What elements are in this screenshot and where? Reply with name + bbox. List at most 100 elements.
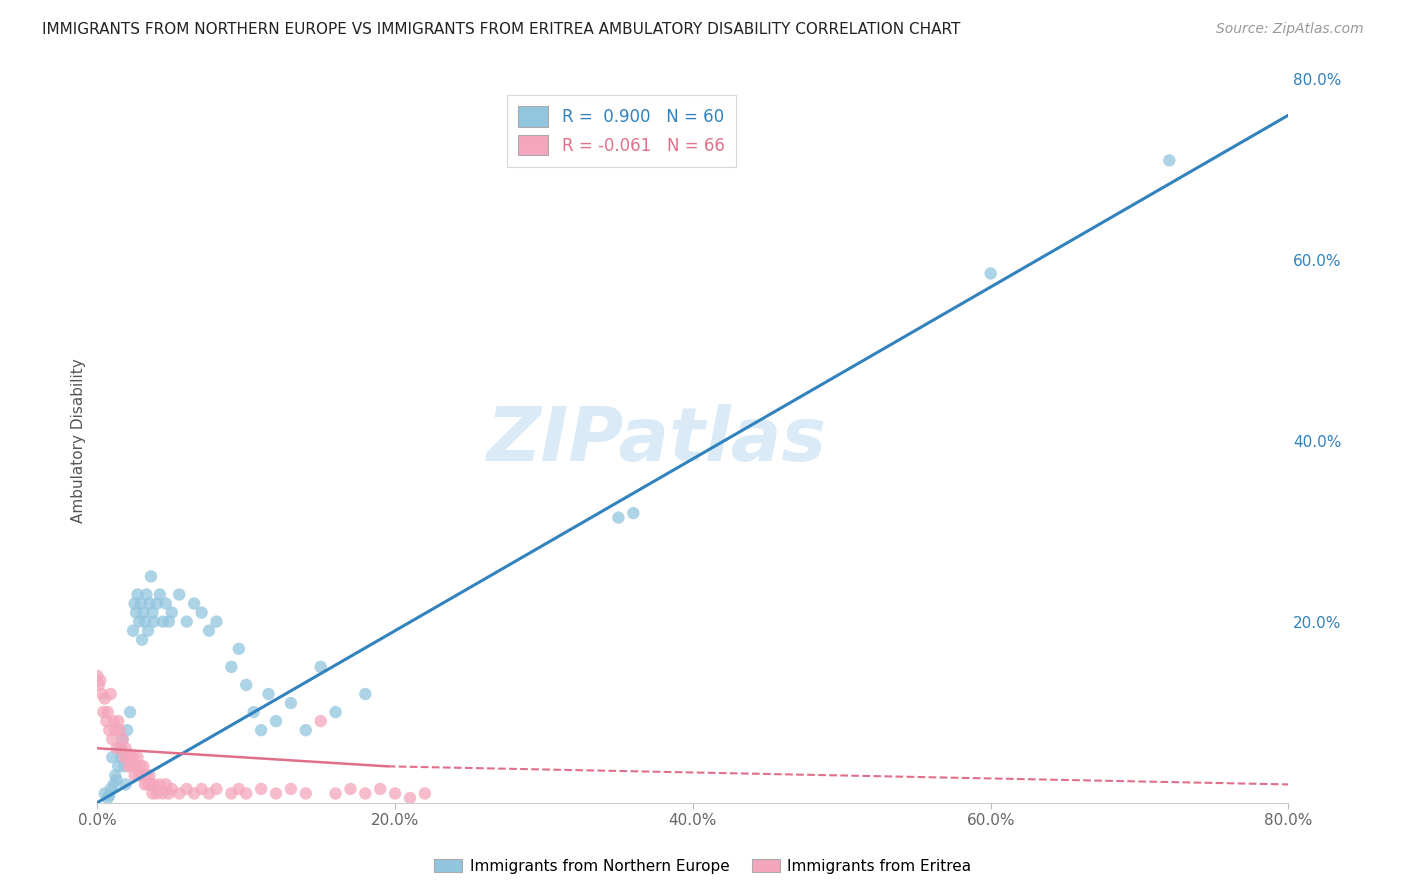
- Point: [155, 597, 177, 611]
- Point: [146, 597, 169, 611]
- Point: [108, 723, 131, 738]
- Point: [228, 781, 250, 796]
- Point: [138, 597, 160, 611]
- Point: [112, 750, 135, 764]
- Point: [120, 750, 142, 764]
- Point: [111, 732, 134, 747]
- Point: [980, 267, 1002, 281]
- Point: [205, 615, 228, 629]
- Point: [136, 777, 159, 791]
- Point: [110, 741, 132, 756]
- Point: [339, 781, 361, 796]
- Point: [257, 687, 280, 701]
- Legend: R =  0.900   N = 60, R = -0.061   N = 66: R = 0.900 N = 60, R = -0.061 N = 66: [506, 95, 737, 167]
- Point: [112, 759, 135, 773]
- Point: [117, 759, 139, 773]
- Point: [134, 777, 156, 791]
- Point: [135, 587, 157, 601]
- Point: [176, 615, 198, 629]
- Point: [127, 750, 149, 764]
- Point: [621, 506, 644, 520]
- Point: [135, 768, 157, 782]
- Point: [120, 705, 142, 719]
- Point: [190, 606, 212, 620]
- Point: [160, 781, 183, 796]
- Point: [96, 714, 118, 728]
- Point: [141, 606, 163, 620]
- Point: [155, 777, 177, 791]
- Point: [146, 787, 169, 801]
- Point: [325, 787, 347, 801]
- Point: [98, 789, 121, 803]
- Point: [105, 741, 128, 756]
- Point: [94, 787, 117, 801]
- Point: [124, 768, 146, 782]
- Point: [121, 759, 143, 773]
- Point: [90, 687, 112, 701]
- Point: [103, 777, 125, 791]
- Point: [309, 660, 332, 674]
- Point: [100, 687, 122, 701]
- Point: [110, 750, 132, 764]
- Point: [128, 615, 150, 629]
- Point: [115, 750, 138, 764]
- Point: [309, 714, 332, 728]
- Point: [132, 606, 155, 620]
- Point: [221, 660, 243, 674]
- Point: [167, 587, 190, 601]
- Point: [190, 781, 212, 796]
- Point: [264, 787, 287, 801]
- Point: [107, 714, 129, 728]
- Point: [98, 723, 121, 738]
- Point: [129, 759, 152, 773]
- Point: [198, 787, 221, 801]
- Text: ZIPatlas: ZIPatlas: [486, 404, 827, 477]
- Point: [134, 615, 156, 629]
- Point: [167, 787, 190, 801]
- Point: [354, 687, 377, 701]
- Point: [221, 787, 243, 801]
- Point: [183, 597, 205, 611]
- Point: [125, 759, 148, 773]
- Point: [125, 606, 148, 620]
- Point: [205, 781, 228, 796]
- Point: [280, 696, 302, 710]
- Point: [250, 723, 273, 738]
- Point: [176, 781, 198, 796]
- Point: [149, 777, 172, 791]
- Point: [250, 781, 273, 796]
- Text: Source: ZipAtlas.com: Source: ZipAtlas.com: [1216, 22, 1364, 37]
- Point: [101, 732, 124, 747]
- Point: [86, 669, 108, 683]
- Point: [149, 587, 172, 601]
- Point: [122, 624, 145, 638]
- Point: [399, 791, 422, 805]
- Point: [139, 777, 162, 791]
- Point: [228, 641, 250, 656]
- Point: [235, 678, 257, 692]
- Point: [160, 606, 183, 620]
- Legend: Immigrants from Northern Europe, Immigrants from Eritrea: Immigrants from Northern Europe, Immigra…: [429, 853, 977, 880]
- Point: [97, 705, 120, 719]
- Point: [152, 615, 174, 629]
- Point: [280, 781, 302, 796]
- Point: [607, 510, 630, 524]
- Text: IMMIGRANTS FROM NORTHERN EUROPE VS IMMIGRANTS FROM ERITREA AMBULATORY DISABILITY: IMMIGRANTS FROM NORTHERN EUROPE VS IMMIG…: [42, 22, 960, 37]
- Point: [157, 615, 180, 629]
- Point: [354, 787, 377, 801]
- Point: [108, 741, 131, 756]
- Point: [132, 759, 155, 773]
- Point: [264, 714, 287, 728]
- Point: [107, 759, 129, 773]
- Point: [89, 673, 111, 688]
- Point: [103, 714, 125, 728]
- Point: [97, 791, 120, 805]
- Point: [114, 777, 136, 791]
- Point: [94, 691, 117, 706]
- Point: [138, 768, 160, 782]
- Point: [235, 787, 257, 801]
- Point: [115, 723, 138, 738]
- Point: [124, 597, 146, 611]
- Point: [242, 705, 264, 719]
- Point: [325, 705, 347, 719]
